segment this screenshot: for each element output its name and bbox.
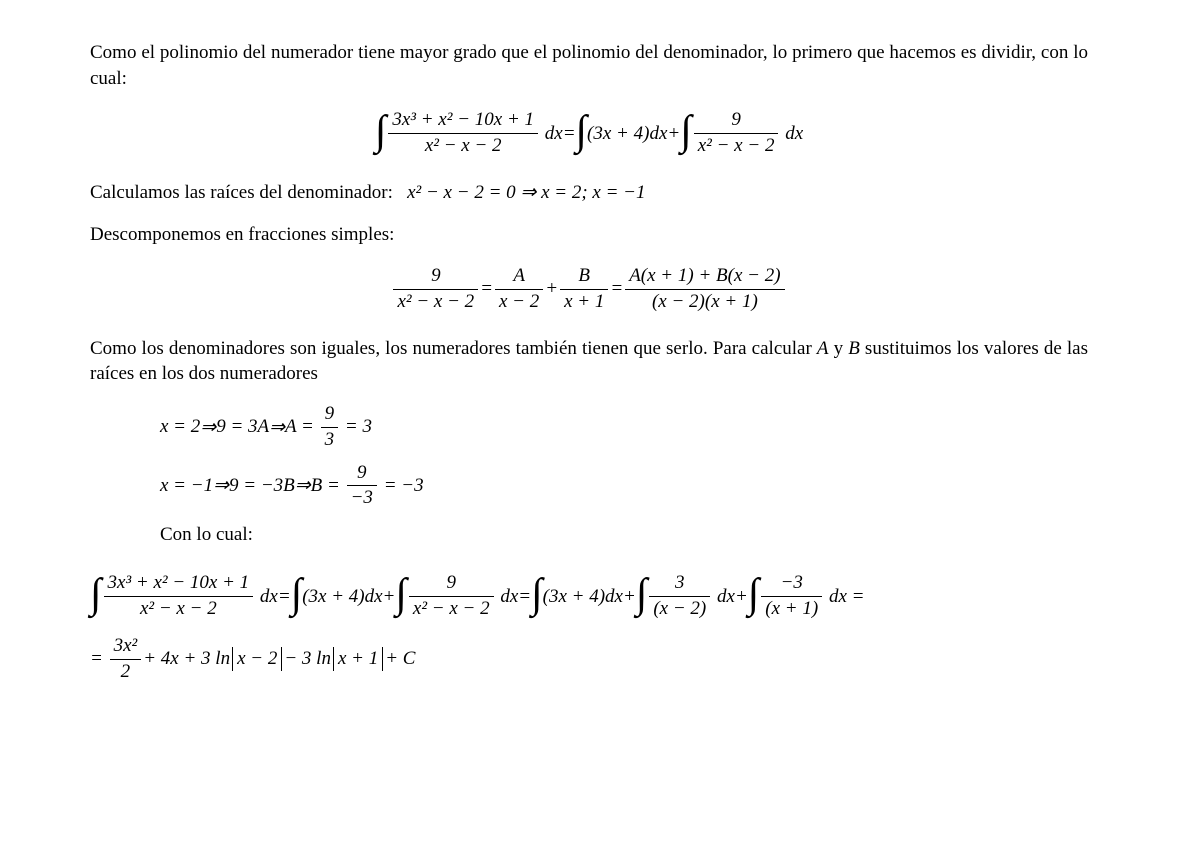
abs-2: x + 1 (333, 647, 383, 672)
abs-1-content: x − 2 (237, 648, 277, 669)
pf-a-den: x − 2 (499, 291, 539, 312)
solve-steps: x = 2 ⇒ 9 = 3A ⇒ A = 9 3 = 3 x = −1 ⇒ 9 … (160, 403, 1088, 546)
solve-a-step2a: A = (285, 416, 314, 438)
final-res-tail-b: − 3 ln (284, 648, 331, 670)
eq1-lhs-den: x² − x − 2 (425, 135, 502, 156)
paragraph-decompose: Descomponemos en fracciones simples: (90, 222, 1088, 248)
equation-partial-fractions: 9 x² − x − 2 = A x − 2 + B x + 1 = A(x +… (90, 265, 1088, 314)
equals: = (480, 278, 493, 300)
pf-comb-num: A(x + 1) + B(x − 2) (629, 265, 780, 286)
pf-a: A (513, 265, 525, 286)
plus-c: + C (385, 648, 415, 670)
final-t1: (3x + 4)dx (302, 586, 382, 608)
equals: = (563, 123, 576, 145)
plus: + (623, 586, 636, 608)
arrow: ⇒ (269, 416, 285, 439)
plus: + (383, 586, 396, 608)
equals: = (518, 586, 531, 608)
semicolon: ; (581, 182, 592, 203)
paragraph-intro: Como el polinomio del numerador tiene ma… (90, 40, 1088, 91)
eq1-lhs-num: 3x³ + x² − 10x + 1 (392, 109, 534, 130)
final-res-tail-a: + 4x + 3 ln (143, 648, 230, 670)
paragraph-roots: Calculamos las raíces del denominador: x… (90, 180, 1088, 206)
solve-a-step1: 9 = 3A (216, 416, 269, 438)
solve-b-frac-num: 9 (357, 462, 367, 483)
equals: = (278, 586, 291, 608)
var-b: B (848, 338, 860, 359)
final-t3-num: 3 (675, 572, 685, 593)
plus: + (667, 123, 680, 145)
solve-a-frac-den: 3 (325, 429, 335, 450)
solve-a-result: = 3 (345, 416, 372, 438)
con-lo-cual-text: Con lo cual: (160, 524, 253, 545)
eq1-term1: (3x + 4)dx (587, 123, 667, 145)
pf-b-den: x + 1 (564, 291, 604, 312)
final-t1b: (3x + 4)dx (543, 586, 623, 608)
final-t3-den: (x − 2) (653, 598, 706, 619)
final-t4-den: (x + 1) (765, 598, 818, 619)
eq1-rhs-num: 9 (731, 109, 741, 130)
final-t2-den: x² − x − 2 (413, 598, 490, 619)
solve-b-cond: x = −1 (160, 475, 213, 497)
root-1: x = 2 (541, 182, 581, 203)
var-a: A (817, 338, 829, 359)
para4-a: Como los denominadores son iguales, los … (90, 338, 817, 359)
para4-b: y (829, 338, 849, 359)
abs-1: x − 2 (232, 647, 282, 672)
con-lo-cual: Con lo cual: (160, 524, 1088, 546)
solve-b-result: = −3 (384, 475, 424, 497)
final-t4-num: −3 (781, 572, 803, 593)
roots-expr: x² − x − 2 = 0 (407, 182, 516, 203)
solve-b-step2a: B = (311, 475, 340, 497)
arrow: ⇒ (213, 474, 229, 497)
solve-a-line: x = 2 ⇒ 9 = 3A ⇒ A = 9 3 = 3 (160, 403, 1088, 452)
equals: = (610, 278, 623, 300)
equation-final: ∫ 3x³ + x² − 10x + 1 x² − x − 2 dx = ∫ (… (90, 572, 1088, 683)
final-res-frac-den: 2 (121, 661, 131, 682)
pf-lhs-den: x² − x − 2 (397, 291, 474, 312)
final-res-frac-num: 3x² (114, 635, 138, 656)
final-t2-num: 9 (447, 572, 457, 593)
pf-comb-den: (x − 2)(x + 1) (652, 291, 758, 312)
plus: + (735, 586, 748, 608)
solve-b-line: x = −1 ⇒ 9 = −3B ⇒ B = 9 −3 = −3 (160, 462, 1088, 511)
solve-a-frac-num: 9 (325, 403, 335, 424)
eq1-rhs-den: x² − x − 2 (698, 135, 775, 156)
pf-lhs-num: 9 (431, 265, 441, 286)
roots-label-text: Calculamos las raíces del denominador: (90, 182, 393, 203)
final-lhs-num: 3x³ + x² − 10x + 1 (108, 572, 250, 593)
arrow: ⇒ (520, 182, 541, 203)
arrow: ⇒ (200, 416, 216, 439)
plus: + (545, 278, 558, 300)
solve-b-step1: 9 = −3B (229, 475, 295, 497)
equation-division: ∫ 3x³ + x² − 10x + 1 x² − x − 2 dx = ∫ (… (90, 109, 1088, 158)
solve-b-frac-den: −3 (351, 487, 373, 508)
solve-a-cond: x = 2 (160, 416, 200, 438)
final-lhs-den: x² − x − 2 (140, 598, 217, 619)
arrow: ⇒ (295, 474, 311, 497)
pf-b: B (578, 265, 590, 286)
abs-2-content: x + 1 (338, 648, 378, 669)
root-2: x = −1 (592, 182, 645, 203)
paragraph-equal-denominators: Como los denominadores son iguales, los … (90, 336, 1088, 387)
